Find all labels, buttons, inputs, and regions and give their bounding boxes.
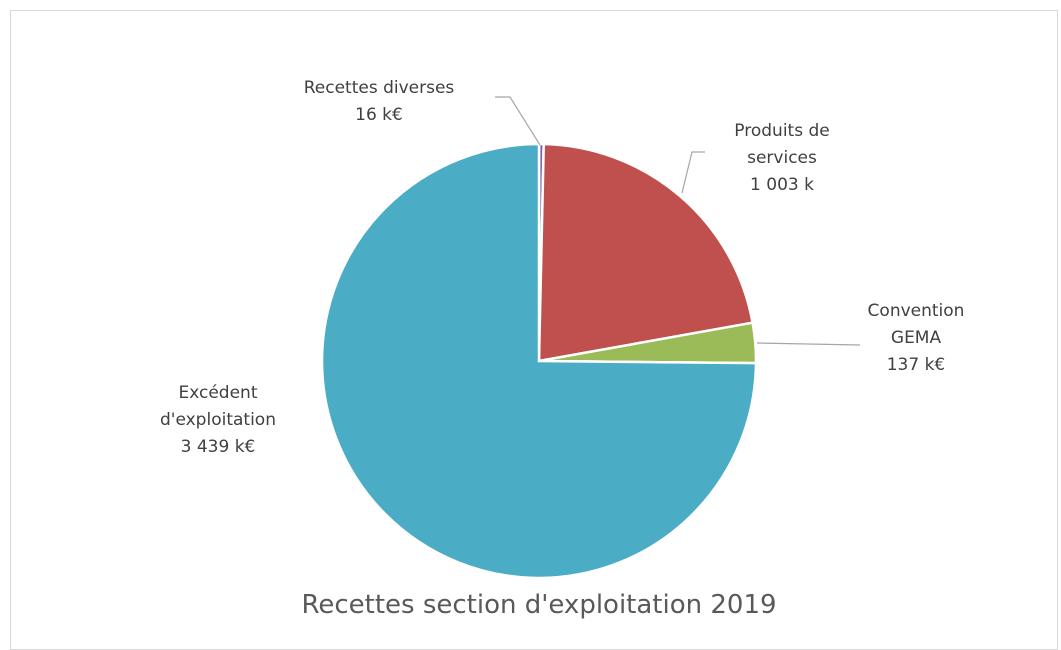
chart-title: Recettes section d'exploitation 2019 [301,590,777,620]
data-label: Recettes diverses 16 k€ [279,75,479,129]
value-label: 16 k€ [355,105,403,125]
pie-slice [537,142,755,363]
data-label: Produits de services 1 003 k [717,118,847,199]
leader-line [681,151,705,194]
value-label: 3 439 k€ [180,437,256,457]
pie-slice [320,142,758,580]
category-label: Recettes diverses [303,78,455,98]
data-label: Convention GEMA 137 k€ [861,298,971,379]
category-label: Produits de services [734,121,830,168]
category-label: Convention GEMA [867,301,965,348]
category-label: Excédent d'exploitation [160,383,276,430]
value-label: 137 k€ [886,355,946,375]
value-label: 1 003 k [750,175,814,195]
leader-line [756,342,861,346]
leader-line [495,96,541,146]
data-label: Excédent d'exploitation 3 439 k€ [148,380,288,461]
